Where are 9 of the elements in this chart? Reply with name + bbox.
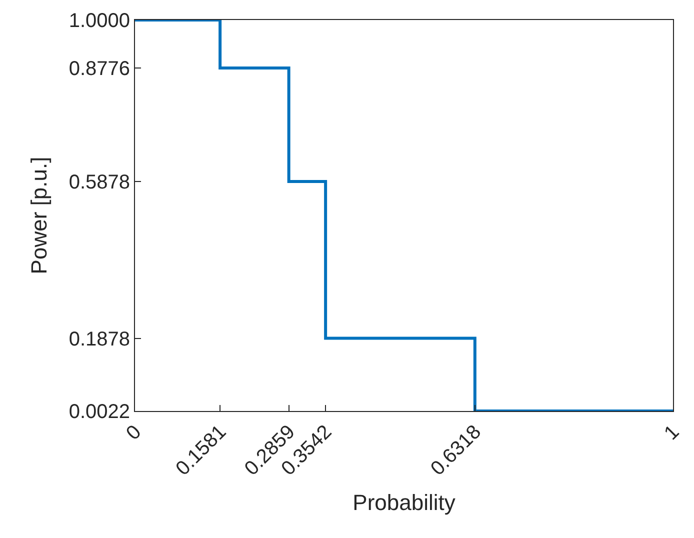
y-tick-label: 0.1878	[68, 328, 130, 350]
x-tick-label: 1	[660, 421, 684, 444]
y-tick-label: 0.5878	[68, 172, 130, 194]
y-tick-label: 0.8776	[68, 58, 130, 80]
x-tick-label: 0	[122, 421, 146, 444]
y-tick-label: 0.0022	[68, 401, 130, 423]
x-axis-title: Probability	[352, 490, 456, 515]
y-tick-label: 1.0000	[68, 10, 130, 32]
y-axis-title: Power [p.u.]	[26, 156, 52, 274]
